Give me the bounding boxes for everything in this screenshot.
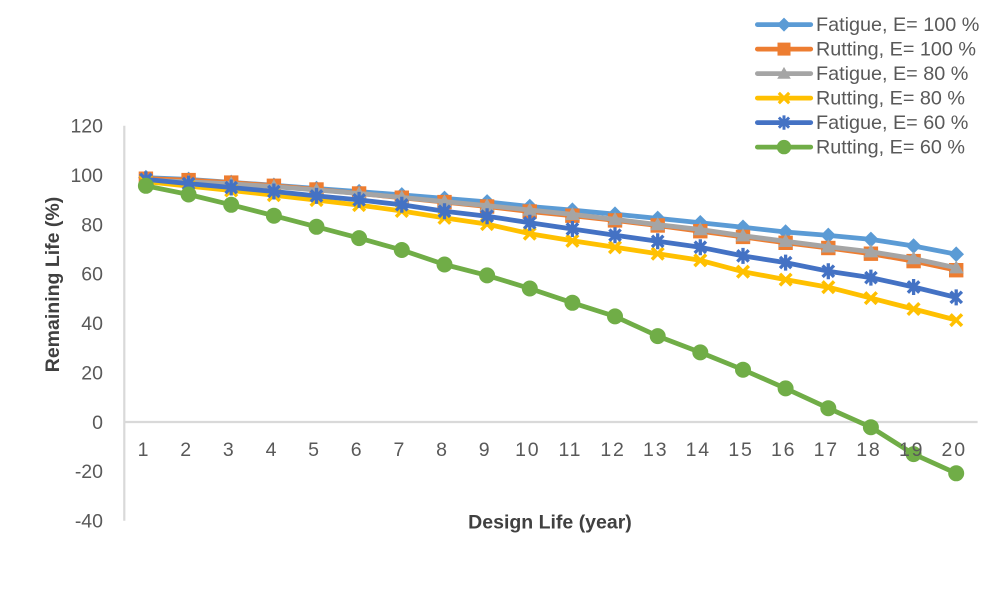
- svg-text:1: 1: [138, 439, 151, 461]
- svg-text:Design Life (year): Design Life (year): [468, 512, 632, 534]
- svg-text:18: 18: [856, 439, 881, 461]
- svg-text:2: 2: [180, 439, 193, 461]
- svg-text:19: 19: [899, 439, 924, 461]
- svg-text:3: 3: [223, 439, 236, 461]
- svg-text:8: 8: [436, 439, 449, 461]
- svg-text:Fatigue, E= 100 %: Fatigue, E= 100 %: [816, 14, 979, 36]
- svg-text:4: 4: [266, 439, 279, 461]
- svg-text:120: 120: [70, 116, 103, 138]
- svg-text:15: 15: [728, 439, 753, 461]
- svg-text:5: 5: [308, 439, 321, 461]
- svg-text:Rutting, E= 100 %: Rutting, E= 100 %: [816, 39, 976, 61]
- svg-text:Remaining Life (%): Remaining Life (%): [42, 197, 64, 373]
- svg-text:-40: -40: [75, 511, 103, 533]
- svg-text:Fatigue, E= 60 %: Fatigue, E= 60 %: [816, 112, 968, 134]
- svg-text:16: 16: [771, 439, 796, 461]
- svg-text:Rutting, E= 60 %: Rutting, E= 60 %: [816, 137, 965, 159]
- svg-text:20: 20: [81, 362, 103, 384]
- svg-text:80: 80: [81, 214, 103, 236]
- svg-text:7: 7: [393, 439, 406, 461]
- svg-text:60: 60: [81, 264, 103, 286]
- svg-text:12: 12: [600, 439, 625, 461]
- svg-text:20: 20: [942, 439, 967, 461]
- svg-text:6: 6: [351, 439, 364, 461]
- svg-text:100: 100: [70, 165, 103, 187]
- svg-text:0: 0: [92, 412, 103, 434]
- svg-text:11: 11: [558, 439, 582, 461]
- svg-text:14: 14: [686, 439, 711, 461]
- svg-text:10: 10: [515, 439, 540, 461]
- svg-text:9: 9: [479, 439, 492, 461]
- svg-text:Fatigue, E= 80 %: Fatigue, E= 80 %: [816, 63, 968, 85]
- svg-text:17: 17: [814, 439, 839, 461]
- svg-text:40: 40: [81, 313, 103, 335]
- svg-text:-20: -20: [75, 461, 103, 483]
- svg-text:Rutting, E= 80 %: Rutting, E= 80 %: [816, 88, 965, 110]
- svg-text:13: 13: [643, 439, 668, 461]
